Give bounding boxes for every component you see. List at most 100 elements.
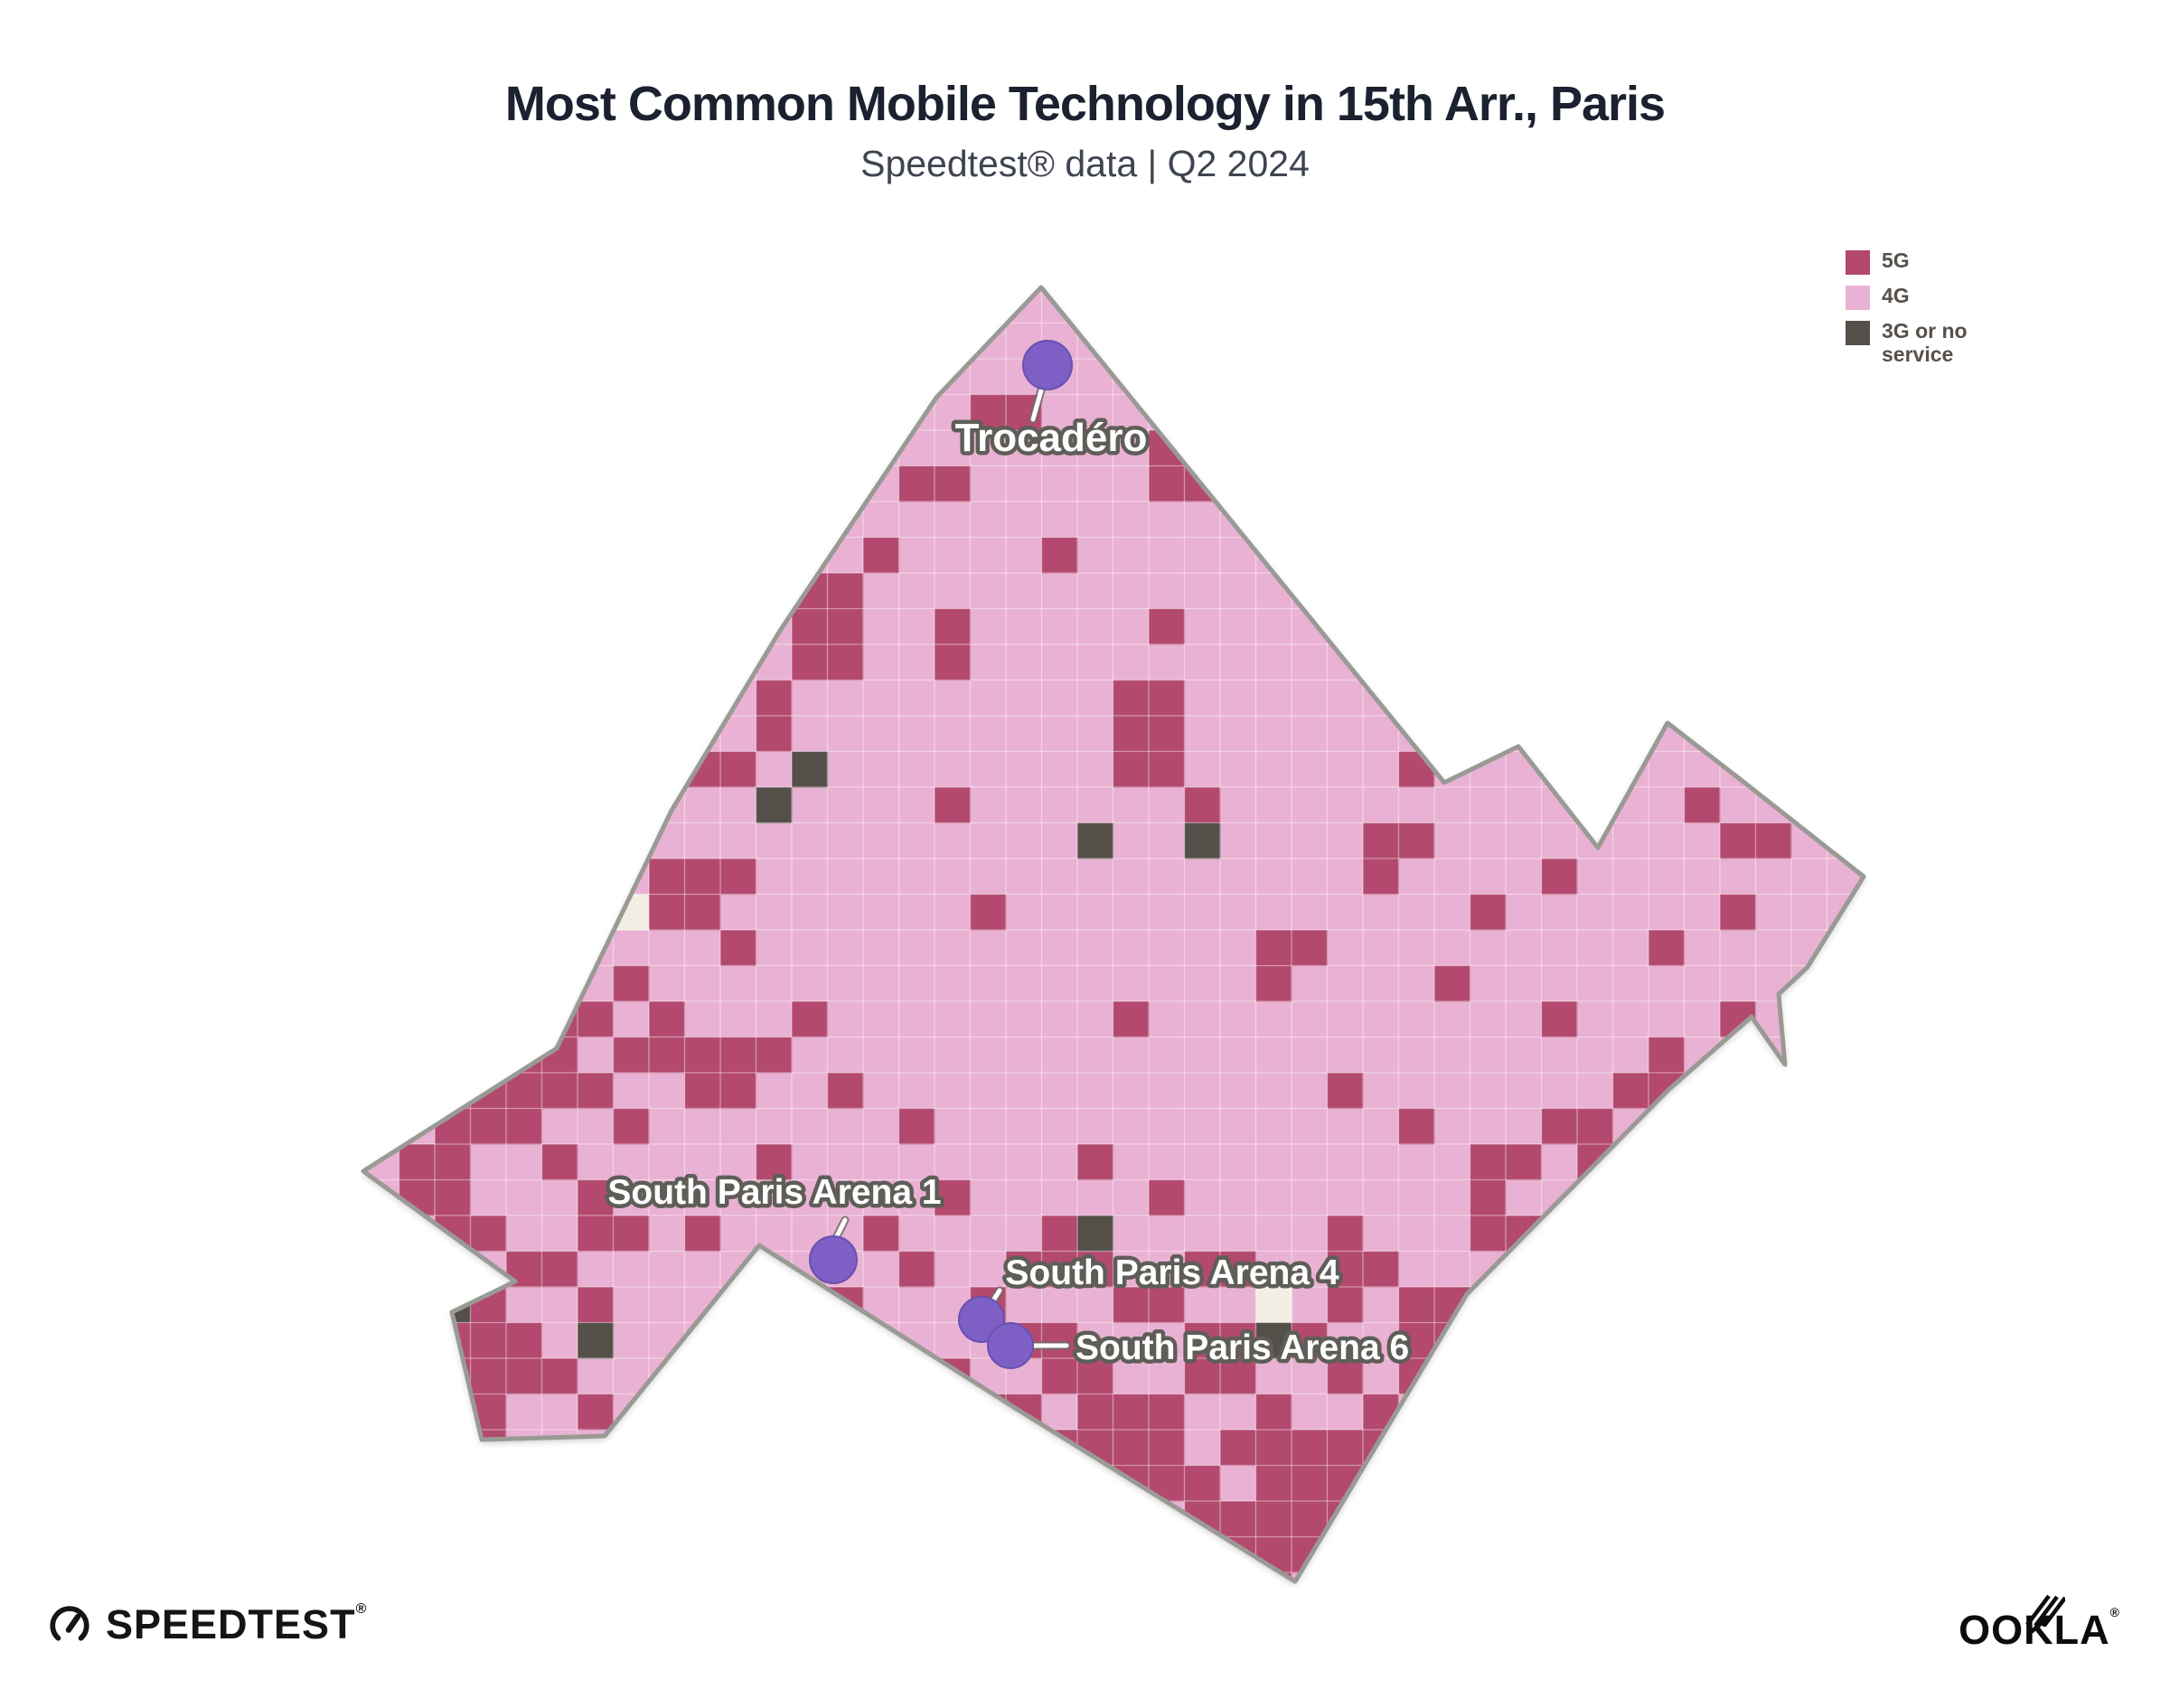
map-cell-5G [1470, 1179, 1507, 1216]
map-cell-5G [1292, 1430, 1329, 1467]
legend-item-3g: 3G or no service [1846, 319, 1988, 367]
map-cell-5G [1398, 1322, 1435, 1359]
map-cell-5G [1220, 1501, 1257, 1538]
map-cell-5G [470, 1322, 507, 1359]
map-cell-5G [898, 1358, 935, 1395]
map-cell-3G or no service [1077, 1215, 1114, 1253]
map-cell-5G [898, 1108, 935, 1145]
map-cell-5G [470, 1430, 507, 1467]
map-cell-5G [827, 573, 864, 610]
map-cell-5G [1184, 430, 1221, 467]
map-cell-5G [684, 1037, 721, 1074]
map-cell-5G [1398, 822, 1435, 859]
page-subtitle: Speedtest® data | Q2 2024 [860, 143, 1310, 184]
map-cell-5G [470, 1037, 507, 1074]
map-cell-5G [541, 1358, 578, 1395]
map-cell-5G [1720, 822, 1757, 859]
map-cell-5G [1363, 644, 1400, 681]
map-cell-5G [935, 608, 972, 645]
map-cell-5G [1398, 751, 1435, 788]
map-cell-5G [1184, 1251, 1221, 1288]
map-cell-5G [1327, 1287, 1364, 1324]
map-cell-5G [541, 1144, 578, 1181]
map-cell-5G [1184, 1465, 1221, 1502]
ookla-logo: OOKLA® [1959, 1594, 2119, 1654]
map-marker-Trocadéro: Trocadéro [951, 340, 1151, 465]
map-cell-5G [1292, 537, 1329, 574]
legend-swatch-4g-icon [1846, 286, 1870, 310]
map-cell-5G [1220, 1251, 1257, 1288]
map-cell-3G or no service [756, 787, 793, 824]
map-cell-5G [541, 965, 578, 1002]
map-cell-5G [720, 930, 757, 967]
map-cell-5G [1041, 1251, 1078, 1288]
map-cell-5G [541, 1251, 578, 1288]
map-cell-5G [1327, 1215, 1364, 1253]
legend-item-4g: 4G [1846, 284, 1988, 310]
map-cell-5G [1149, 1287, 1186, 1324]
map-label: South Paris Arena 1 [607, 1173, 941, 1212]
map-cell-5G [1041, 537, 1078, 574]
map-cell-5G [1113, 680, 1150, 717]
map-cell-5G [1363, 1394, 1400, 1431]
map-cell-5G [578, 1001, 615, 1038]
map-cell-3G or no service [1255, 1322, 1292, 1359]
map-cell-5G [1292, 1322, 1329, 1359]
map-cell-5G [792, 644, 829, 681]
legend: 5G 4G 3G or no service [1846, 249, 1988, 367]
map-cell-5G [1113, 1287, 1150, 1324]
location-pin-icon [987, 1322, 1034, 1369]
map-marker-South Paris Arena 6: South Paris Arena 6 [987, 1322, 1414, 1372]
map-cell-5G [578, 1215, 615, 1253]
map-cell-5G [578, 1287, 615, 1324]
map-cell-5G [649, 1037, 686, 1074]
map-cell-5G [435, 1037, 472, 1074]
map-cell-5G [1327, 1358, 1364, 1395]
map-cell-5G [1113, 1430, 1150, 1467]
map-cell-5G [1113, 1001, 1150, 1038]
map-cell-5G [1149, 1394, 1186, 1431]
map-cell-5G [684, 1215, 721, 1253]
map-cell-5G [649, 1001, 686, 1038]
map-cell-5G [435, 1322, 472, 1359]
map-cell-5G [827, 1073, 864, 1110]
map-marker-South Paris Arena 1: South Paris Arena 1 [604, 1169, 945, 1284]
map-cell-5G [470, 1108, 507, 1145]
map-cell-5G [1220, 1322, 1257, 1359]
map-cell-5G [1149, 608, 1186, 645]
map-cell-5G [506, 1322, 543, 1359]
map-cell-5G [1470, 716, 1507, 753]
map-cell-5G [1720, 894, 1757, 931]
map-cell-5G [684, 1073, 721, 1110]
map-cell-5G [935, 465, 972, 502]
map-cell-5G [935, 787, 972, 824]
map-cell-5G [613, 1037, 650, 1074]
map-cell-5G [1077, 1358, 1114, 1395]
map-cell-5G [1255, 1465, 1292, 1502]
map-cell-5G [578, 1073, 615, 1110]
map-cell-5G [1113, 751, 1150, 788]
map-cell-5G [470, 1358, 507, 1395]
map-cell-5G [506, 1108, 543, 1145]
map-cell-5G [898, 1251, 935, 1288]
map-cell-5G [720, 1037, 757, 1074]
map-cell-5G [1220, 1358, 1257, 1395]
map-cell-5G [1327, 1073, 1364, 1110]
map-cell-5G [541, 1073, 578, 1110]
map-cell-5G [1041, 1322, 1078, 1359]
map-cell-5G [970, 894, 1007, 931]
map-cell-5G [435, 1073, 472, 1110]
map-cell-5G [756, 716, 793, 753]
map-cell-3G or no service [792, 751, 829, 788]
map-cell-5G [506, 1358, 543, 1395]
map-cell-5G [1363, 859, 1400, 896]
map-cell-3G or no service [1077, 822, 1114, 859]
speedtest-logo: SPEEDTEST® [47, 1601, 366, 1648]
map-cell-5G [1149, 465, 1186, 502]
map-cell-5G [1292, 1465, 1329, 1502]
map-cell-5G [506, 965, 543, 1002]
map-cell-5G [1255, 965, 1292, 1002]
map-cell-5G [792, 608, 829, 645]
map-cell-no data [1255, 1287, 1292, 1324]
map-cell-5G [1755, 822, 1792, 859]
